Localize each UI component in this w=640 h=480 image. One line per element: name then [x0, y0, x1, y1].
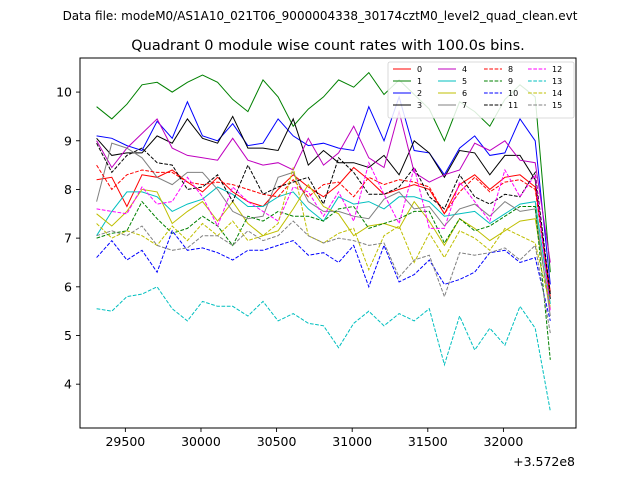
x-tick-label: 30500	[257, 434, 297, 449]
legend-label-11: 11	[508, 101, 518, 110]
series-line-7	[96, 142, 551, 317]
series-line-8	[96, 164, 551, 297]
y-tick-label: 7	[64, 231, 72, 246]
legend-label-12: 12	[552, 65, 562, 74]
y-tick-label: 6	[64, 279, 72, 294]
x-offset-label: +3.572e8	[513, 454, 575, 469]
plot-frame	[79, 57, 577, 429]
x-tick-label: 31500	[408, 434, 448, 449]
series-line-15	[96, 220, 551, 334]
legend-label-15: 15	[552, 101, 562, 110]
plot-series	[96, 71, 551, 412]
series-line-2	[96, 95, 551, 285]
series-line-3	[96, 115, 551, 300]
y-axis-ticks: 4 5 6 7 8 9 10	[56, 85, 80, 392]
legend-label-1: 1	[417, 77, 422, 86]
legend-label-2: 2	[417, 89, 422, 98]
x-tick-label: 32000	[484, 434, 524, 449]
legend-label-7: 7	[462, 101, 467, 110]
series-line-9	[96, 200, 551, 360]
y-tick-label: 10	[56, 85, 72, 100]
series-line-6	[96, 183, 551, 309]
y-tick-label: 9	[64, 133, 72, 148]
series-line-12	[96, 161, 551, 312]
x-axis-ticks: 29500 30000 30500 31000 31500 32000	[105, 428, 523, 449]
legend-label-14: 14	[552, 89, 562, 98]
y-tick-label: 4	[64, 377, 72, 392]
legend-label-5: 5	[462, 77, 467, 86]
legend-label-13: 13	[552, 77, 562, 86]
y-tick-label: 5	[64, 328, 72, 343]
series-line-13	[96, 286, 551, 412]
legend-label-10: 10	[508, 89, 518, 98]
series-line-10	[96, 229, 551, 322]
legend-label-8: 8	[508, 65, 513, 74]
legend-label-4: 4	[462, 65, 467, 74]
series-line-0	[96, 166, 551, 292]
data-file-suptitle: Data file: modeM0/AS1A10_021T06_90000043…	[63, 9, 578, 23]
legend-label-6: 6	[462, 89, 467, 98]
chart-title: Quadrant 0 module wise count rates with …	[131, 38, 525, 54]
legend-label-9: 9	[508, 77, 513, 86]
legend-label-3: 3	[417, 101, 422, 110]
legend-frame	[387, 61, 575, 119]
series-line-4	[96, 109, 551, 263]
series-line-11	[96, 142, 551, 295]
x-tick-label: 29500	[105, 434, 145, 449]
y-tick-label: 8	[64, 182, 72, 197]
legend-label-0: 0	[417, 65, 422, 74]
x-tick-label: 30000	[181, 434, 221, 449]
x-tick-label: 31000	[332, 434, 372, 449]
